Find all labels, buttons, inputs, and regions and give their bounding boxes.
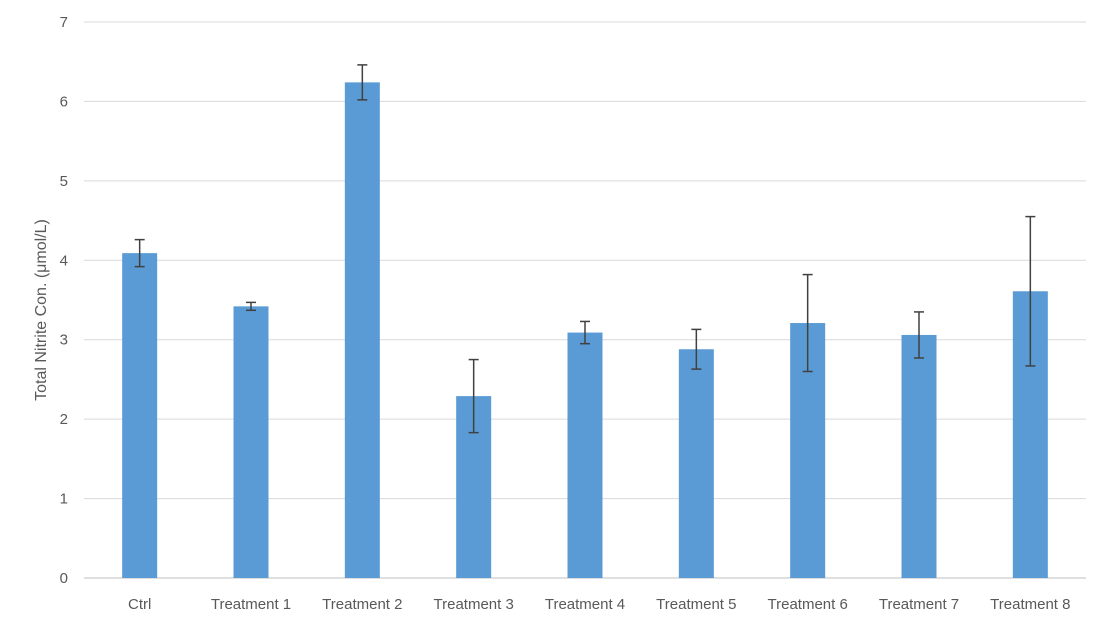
error-bars (134, 64, 1036, 434)
y-axis-title: Total Nitrite Con. (μmol/L) (33, 219, 50, 401)
x-tick-label: Treatment 3 (434, 596, 514, 613)
x-tick-labels: Ctrl Treatment 1 Treatment 2 Treatment 3 Tre… (128, 596, 1070, 613)
x-tick-label: Treatment 7 (879, 596, 959, 613)
y-tick-label: 7 (60, 14, 68, 31)
bars (122, 82, 1048, 578)
y-tick-labels: 0 1 2 3 4 5 6 7 (60, 14, 68, 587)
x-tick-label: Treatment 4 (545, 596, 625, 613)
bar (567, 332, 603, 578)
x-tick-label: Treatment 5 (656, 596, 736, 613)
y-tick-label: 2 (60, 411, 68, 428)
y-tick-label: 4 (60, 252, 68, 269)
x-tick-label: Treatment 1 (211, 596, 291, 613)
y-tick-label: 6 (60, 93, 68, 110)
bar (678, 349, 714, 578)
x-tick-label: Treatment 2 (322, 596, 402, 613)
x-tick-label: Treatment 6 (768, 596, 848, 613)
x-tick-label: Treatment 8 (990, 596, 1070, 613)
y-tick-label: 0 (60, 570, 68, 587)
bar (233, 306, 269, 578)
y-tick-label: 5 (60, 173, 68, 190)
y-tick-label: 3 (60, 332, 68, 349)
bar (901, 334, 937, 578)
x-tick-label: Ctrl (128, 596, 151, 613)
y-tick-label: 1 (60, 491, 68, 508)
bar (122, 253, 158, 578)
bar (344, 82, 380, 578)
